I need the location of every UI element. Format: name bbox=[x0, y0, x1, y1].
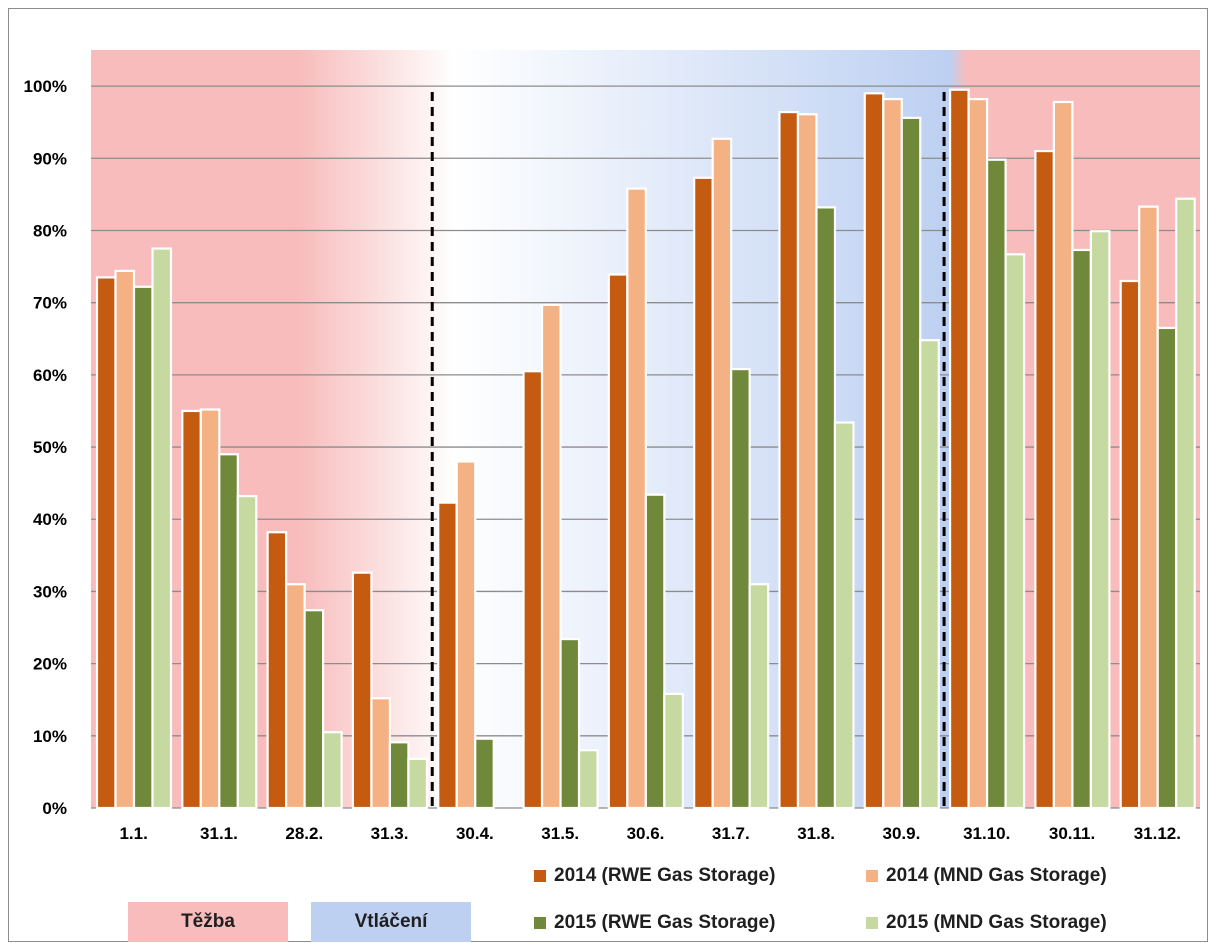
bar bbox=[455, 460, 477, 810]
bar bbox=[559, 637, 581, 810]
bar bbox=[967, 97, 989, 810]
bar bbox=[285, 583, 306, 810]
bar bbox=[1052, 100, 1074, 810]
bar bbox=[730, 367, 751, 810]
x-tick-label: 31.1. bbox=[200, 824, 238, 843]
bar bbox=[815, 206, 837, 810]
zone-box-tezba: Těžba bbox=[128, 902, 288, 942]
y-axis-ticks: 0% 10% 20% 30% 40% 50% 60% 70% 80% 90% 100% bbox=[24, 77, 67, 818]
legend-swatch bbox=[866, 870, 878, 882]
legend-label: 2014 (MND Gas Storage) bbox=[886, 865, 1107, 886]
y-tick-label: 50% bbox=[33, 438, 67, 457]
y-tick-label: 30% bbox=[33, 582, 67, 601]
legend-item-2014-mnd: 2014 (MND Gas Storage) bbox=[866, 865, 1107, 887]
bar bbox=[1034, 149, 1055, 810]
bar bbox=[407, 757, 429, 810]
bar bbox=[1089, 230, 1111, 810]
legend-item-2015-rwe: 2015 (RWE Gas Storage) bbox=[534, 912, 775, 934]
bar bbox=[796, 113, 818, 810]
bar bbox=[919, 339, 940, 810]
bar bbox=[95, 276, 117, 810]
x-tick-label: 31.7. bbox=[712, 824, 750, 843]
bar bbox=[303, 609, 325, 810]
bar bbox=[114, 269, 136, 810]
x-tick-label: 28.2. bbox=[285, 824, 323, 843]
bar bbox=[218, 453, 239, 810]
x-tick-label: 30.6. bbox=[627, 824, 665, 843]
legend-swatch bbox=[534, 917, 546, 929]
bar bbox=[266, 531, 288, 810]
bar bbox=[778, 110, 800, 810]
bar bbox=[181, 409, 202, 810]
bar bbox=[151, 247, 173, 810]
bar bbox=[607, 273, 629, 810]
bar-chart: 0% 10% 20% 30% 40% 50% 60% 70% 80% 90% 100% 1.1. 31… bbox=[24, 50, 1200, 843]
bar bbox=[1175, 197, 1196, 810]
bar bbox=[522, 370, 544, 810]
x-tick-label: 30.11. bbox=[1049, 824, 1095, 843]
bar bbox=[1004, 253, 1026, 810]
bar bbox=[370, 697, 392, 810]
bar bbox=[577, 749, 599, 810]
bar bbox=[644, 493, 666, 810]
x-tick-label: 31.10. bbox=[963, 824, 1010, 843]
legend-swatch bbox=[866, 917, 878, 929]
legend-label: 2015 (RWE Gas Storage) bbox=[554, 912, 776, 933]
bar bbox=[948, 88, 970, 810]
y-tick-label: 80% bbox=[33, 221, 67, 240]
legend-item-2015-mnd: 2015 (MND Gas Storage) bbox=[866, 912, 1107, 934]
legend-label: 2015 (MND Gas Storage) bbox=[886, 912, 1107, 933]
x-tick-label: 30.4. bbox=[456, 824, 494, 843]
x-tick-label: 31.12. bbox=[1134, 824, 1181, 843]
y-tick-label: 10% bbox=[33, 727, 67, 746]
bar bbox=[882, 97, 903, 810]
y-tick-label: 0% bbox=[42, 799, 67, 818]
bar bbox=[833, 421, 855, 810]
bar bbox=[540, 303, 562, 810]
x-tick-label: 1.1. bbox=[119, 824, 147, 843]
bar bbox=[693, 176, 714, 810]
bar bbox=[985, 158, 1007, 810]
bar bbox=[1156, 326, 1178, 810]
bar bbox=[711, 137, 733, 810]
bar bbox=[132, 285, 154, 810]
bar bbox=[388, 741, 410, 810]
bar bbox=[863, 92, 885, 810]
bar bbox=[748, 583, 770, 810]
zone-label-tezba: Těžba bbox=[181, 911, 235, 932]
y-tick-label: 60% bbox=[33, 366, 67, 385]
y-tick-label: 90% bbox=[33, 149, 67, 168]
bar bbox=[1138, 205, 1159, 810]
y-tick-label: 40% bbox=[33, 510, 67, 529]
bar bbox=[199, 408, 221, 810]
bar bbox=[351, 571, 373, 810]
x-tick-label: 31.3. bbox=[371, 824, 409, 843]
zone-label-vtlaceni: Vtláčení bbox=[354, 911, 428, 932]
legend-label: 2014 (RWE Gas Storage) bbox=[554, 865, 776, 886]
y-tick-label: 100% bbox=[24, 77, 67, 96]
bar bbox=[663, 692, 684, 810]
bar bbox=[900, 116, 922, 810]
x-tick-label: 31.8. bbox=[797, 824, 835, 843]
bars bbox=[95, 88, 1196, 810]
bar bbox=[1119, 279, 1141, 810]
x-tick-label: 31.5. bbox=[541, 824, 579, 843]
x-axis-ticks: 1.1. 31.1. 28.2. 31.3. 30.4. 31.5. 30.6. 31.7. 3… bbox=[119, 824, 1181, 843]
bar bbox=[474, 737, 495, 810]
legend-item-2014-rwe: 2014 (RWE Gas Storage) bbox=[534, 865, 775, 887]
zone-box-vtlaceni: Vtláčení bbox=[311, 902, 471, 942]
bar bbox=[437, 501, 458, 810]
bar bbox=[322, 731, 343, 810]
y-tick-label: 20% bbox=[33, 655, 67, 674]
y-tick-label: 70% bbox=[33, 294, 67, 313]
chart-frame: 0% 10% 20% 30% 40% 50% 60% 70% 80% 90% 100% 1.1. 31… bbox=[8, 8, 1208, 942]
bar bbox=[1071, 248, 1092, 810]
legend-swatch bbox=[534, 870, 546, 882]
bar bbox=[626, 187, 647, 810]
x-tick-label: 30.9. bbox=[883, 824, 921, 843]
bar bbox=[236, 495, 258, 810]
